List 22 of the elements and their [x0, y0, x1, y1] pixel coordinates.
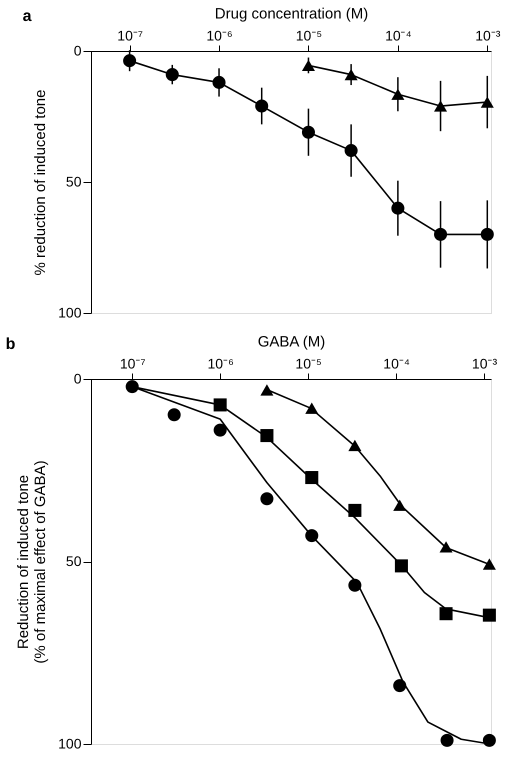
y-tick-label: 100: [58, 736, 82, 752]
y-tick-label: 50: [66, 174, 82, 190]
y-tick-label: 100: [58, 304, 82, 320]
chart-title: b: [6, 336, 16, 353]
y-tick-label: 50: [66, 553, 82, 569]
y-axis-title: % reduction of induced tone: [32, 90, 50, 276]
y-tick-label: 0: [74, 370, 82, 386]
x-tick-label: 10⁻⁵: [295, 356, 322, 372]
x-tick-label: 10⁻³: [475, 28, 501, 44]
chart-title: a: [22, 8, 32, 25]
x-tick-label: 10⁻⁶: [207, 356, 234, 372]
x-tick-label: 10⁻⁴: [385, 28, 412, 44]
x-tick-label: 10⁻⁷: [120, 356, 146, 372]
x-tick-label: 10⁻³: [472, 356, 498, 372]
x-tick-label: 10⁻⁵: [296, 28, 322, 44]
x-tick-label: 10⁻⁶: [206, 28, 233, 44]
x-tick-label: 10⁻⁴: [383, 356, 410, 372]
x-axis-title: GABA (M): [258, 334, 326, 350]
y-axis-title: Reduction of induced tone (% of maximal effect of GABA): [15, 460, 50, 664]
y-tick-label: 0: [74, 42, 82, 58]
x-tick-label: 10⁻⁷: [117, 28, 143, 44]
x-axis-title: Drug concentration (M): [214, 6, 368, 22]
